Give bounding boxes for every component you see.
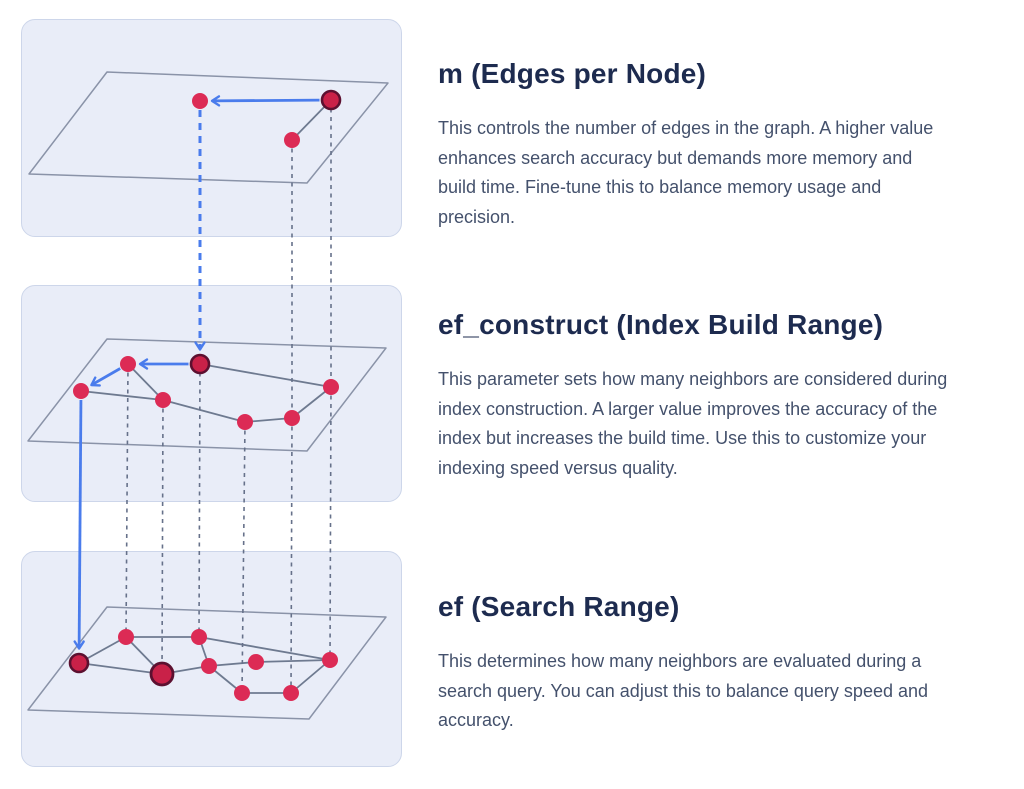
section-ef: ef (Search Range) This determines how ma… (438, 590, 958, 736)
layer-card-bottom (21, 551, 402, 767)
section-ef-construct: ef_construct (Index Build Range) This pa… (438, 308, 958, 483)
section-m-title: m (Edges per Node) (438, 58, 707, 89)
section-ef-description: This determines how many neighbors are e… (438, 651, 929, 730)
section-ef-construct-title: ef_construct (Index Build Range) (438, 309, 884, 340)
section-ef-construct-description: This parameter sets how many neighbors a… (438, 369, 948, 478)
section-m: m (Edges per Node) This controls the num… (438, 57, 958, 232)
section-ef-title: ef (Search Range) (438, 591, 680, 622)
layer-card-top (21, 19, 402, 237)
layer-card-middle (21, 285, 402, 502)
section-m-description: This controls the number of edges in the… (438, 118, 934, 227)
